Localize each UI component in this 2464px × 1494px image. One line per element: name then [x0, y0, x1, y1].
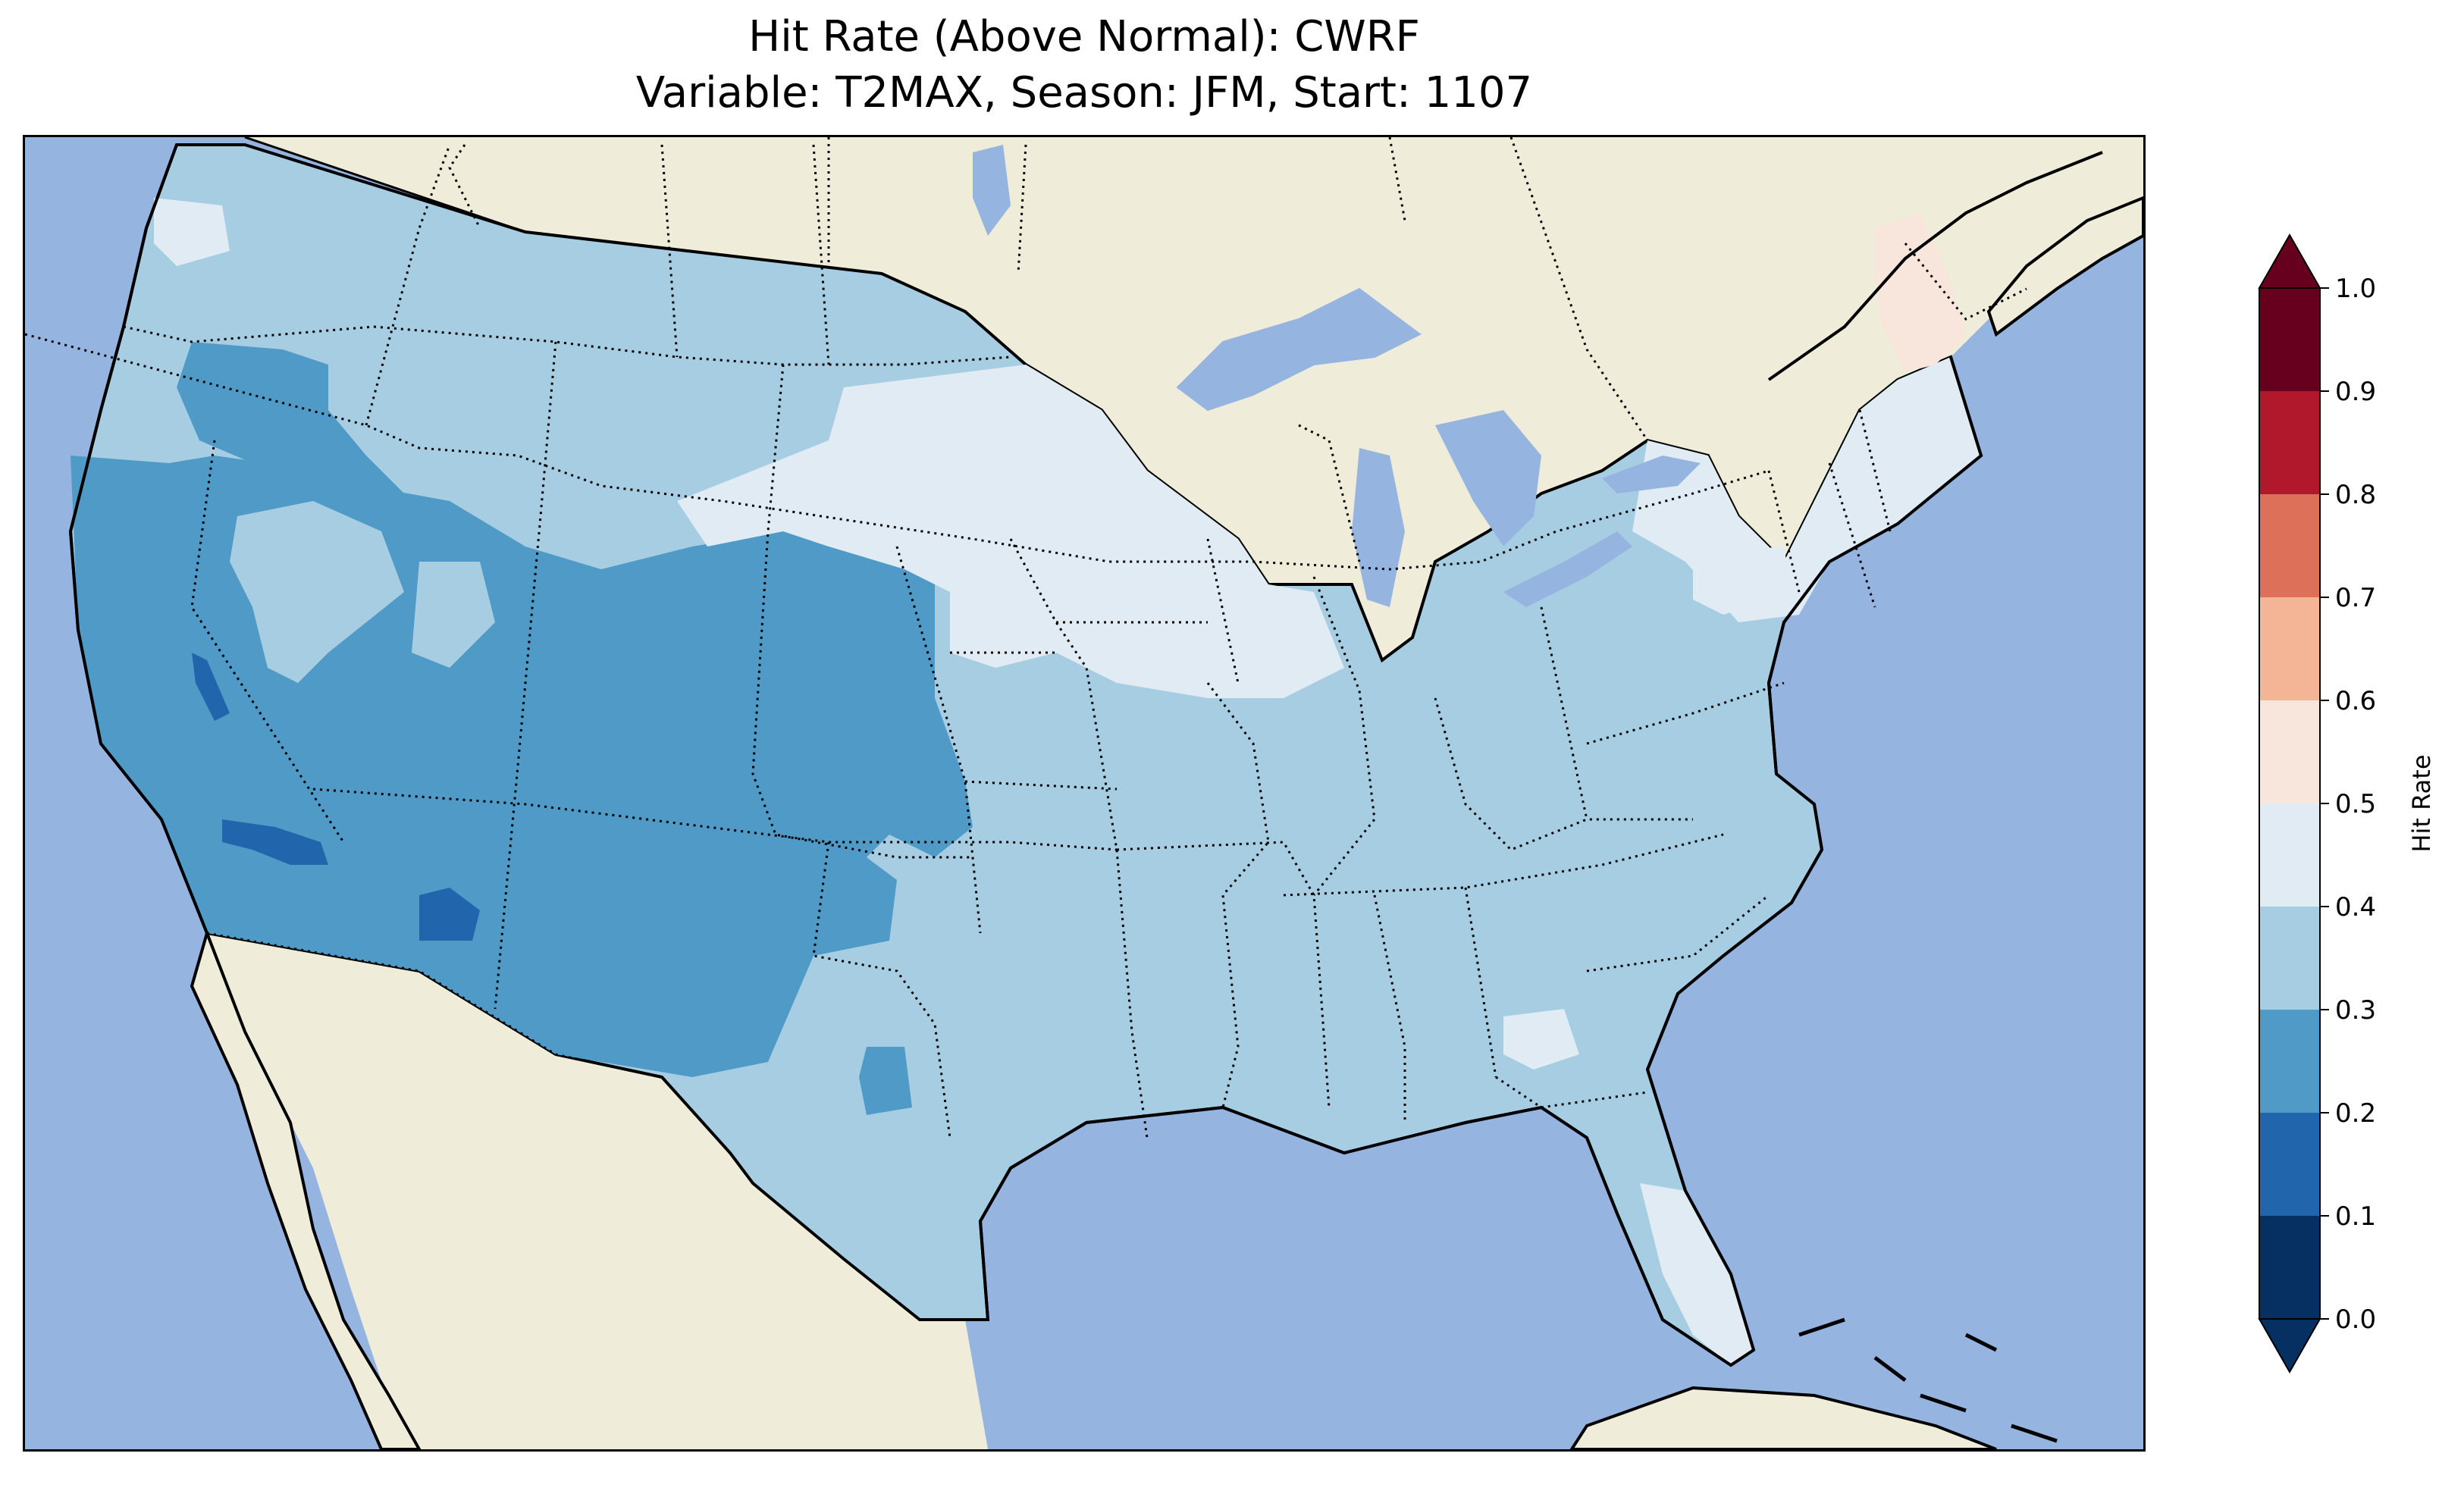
colorbar-tick-label: 0.7 — [2335, 583, 2376, 613]
region-0.4-0.5-midwest — [677, 365, 1344, 698]
west-coastline — [68, 144, 208, 934]
region-0.2-0.3-oregon — [177, 342, 404, 493]
region-0.2-0.3-texas-spot — [859, 1047, 912, 1115]
colorbar-bin — [2259, 700, 2320, 803]
colorbar-tick-label: 0.8 — [2335, 480, 2376, 510]
st-lawrence-coast — [1767, 151, 2103, 381]
bahamas-islands — [1798, 1317, 2058, 1443]
region-0.4-0.5-florida — [1640, 1183, 1754, 1365]
colorbar-bins — [2259, 288, 2320, 1319]
us-canada-border — [244, 137, 882, 275]
colorbar: 0.0 0.1 0.2 0.3 0.4 0.5 0.6 0.7 0.8 0.9 1.0 Hit Ra… — [2258, 233, 2436, 1374]
region-0.1-0.2-cv — [192, 653, 230, 721]
map-frame — [23, 135, 2146, 1452]
colorbar-tick-label: 1.0 — [2335, 274, 2376, 304]
cuba-land — [1569, 1386, 1997, 1449]
lake-superior — [1176, 287, 1422, 412]
colorbar-bin — [2259, 1113, 2320, 1216]
colorbar-bin — [2259, 1010, 2320, 1113]
colorbar-bin — [2259, 391, 2320, 494]
colorbar-bin — [2259, 597, 2320, 700]
region-0.3-0.4-utah — [412, 562, 495, 668]
state-borders — [25, 144, 1892, 1139]
us-mexico-border — [206, 932, 988, 1321]
lake-michigan — [1352, 448, 1405, 607]
colorbar-label: Hit Rate — [2407, 754, 2436, 852]
colorbar-bin — [2259, 907, 2320, 1010]
lake-huron — [1435, 410, 1541, 547]
lake-erie — [1503, 531, 1632, 607]
gulf-coastline — [978, 1105, 1755, 1367]
lake-winnipeg — [973, 145, 1011, 236]
nova-scotia-land — [1986, 196, 2143, 337]
colorbar-tick-label: 0.9 — [2335, 377, 2376, 407]
region-0.4-0.5-wa — [154, 198, 230, 266]
region-0.5-0.6-maine — [1875, 213, 1966, 372]
map-plot — [25, 137, 2143, 1449]
canada-borders — [448, 137, 2027, 441]
lake-ontario — [1602, 456, 1701, 493]
region-0.3-0.4-nevada — [230, 501, 404, 683]
colorbar-tick-label: 0.6 — [2335, 686, 2376, 716]
colorbar-over-triangle — [2258, 233, 2321, 289]
colorbar-tick-label: 0.3 — [2335, 995, 2376, 1026]
mexico-land — [207, 933, 988, 1449]
chart-subtitle: Variable: T2MAX, Season: JFM, Start: 110… — [635, 68, 1533, 117]
east-coastline — [1645, 356, 1983, 1351]
region-0.1-0.2-socal — [222, 819, 328, 865]
region-0.2-0.3-coast-ca — [78, 547, 161, 713]
colorbar-bin — [2259, 494, 2320, 597]
chart-title: Hit Rate (Above Normal): CWRF — [748, 12, 1420, 61]
region-0.4-0.5-georgia — [1503, 1009, 1579, 1070]
colorbar-under-triangle — [2258, 1318, 2321, 1374]
baja-peninsula — [190, 928, 422, 1449]
region-0.4-0.5-ohio — [1693, 547, 1792, 615]
colorbar-bin — [2259, 1216, 2320, 1319]
colorbar-tick-label: 0.0 — [2335, 1305, 2376, 1335]
colorbar-ticks: 0.0 0.1 0.2 0.3 0.4 0.5 0.6 0.7 0.8 0.9 1.0 — [2320, 274, 2376, 1335]
region-0.1-0.2-arizona — [419, 888, 480, 941]
colorbar-bin — [2259, 803, 2320, 907]
colorbar-tick-label: 0.2 — [2335, 1098, 2376, 1129]
colorbar-tick-label: 0.1 — [2335, 1201, 2376, 1232]
colorbar-tick-label: 0.5 — [2335, 789, 2376, 819]
colorbar-tick-label: 0.4 — [2335, 892, 2376, 922]
colorbar-bin — [2259, 288, 2320, 391]
